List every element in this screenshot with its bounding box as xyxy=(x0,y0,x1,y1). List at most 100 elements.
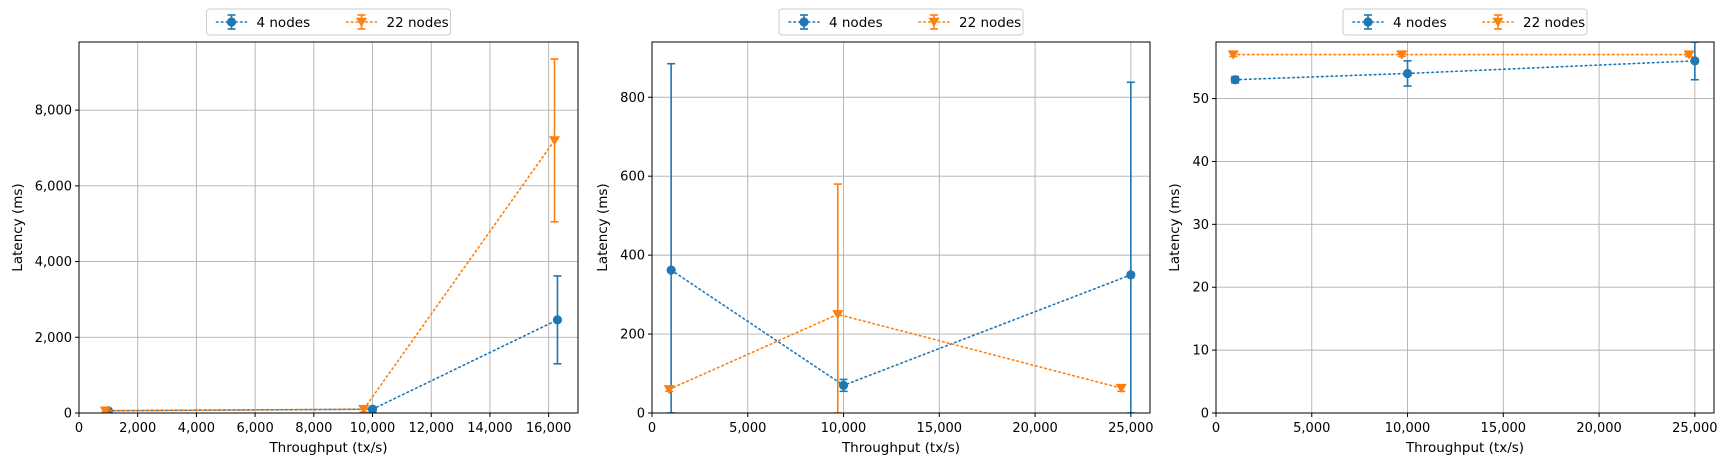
y-tick-label: 40 xyxy=(1192,155,1209,170)
legend-marker xyxy=(1492,17,1504,28)
x-tick-label: 10,000 xyxy=(1385,421,1431,436)
data-point xyxy=(1402,68,1413,79)
legend-label: 4 nodes xyxy=(829,15,883,31)
x-tick-label: 0 xyxy=(1212,421,1220,436)
x-tick-label: 25,000 xyxy=(1672,421,1718,436)
series-line xyxy=(1234,60,1696,81)
series-line xyxy=(668,313,1123,391)
legend-marker xyxy=(799,17,809,27)
data-point xyxy=(548,136,561,146)
legend-label: 22 nodes xyxy=(387,15,449,31)
plot-frame xyxy=(1215,41,1715,414)
data-point xyxy=(1690,56,1700,66)
data-point xyxy=(1126,270,1136,280)
y-axis-label: Latency (ms) xyxy=(10,183,26,271)
x-axis-label: Throughput (tx/s) xyxy=(841,440,960,456)
data-point xyxy=(1227,50,1239,60)
data-point xyxy=(1396,50,1408,60)
x-tick-label: 20,000 xyxy=(1012,421,1058,436)
data-point xyxy=(666,265,676,275)
plot-frame xyxy=(651,41,1151,414)
series-22-nodes xyxy=(99,58,561,413)
x-tick-label: 20,000 xyxy=(1576,421,1622,436)
legend-entry-22-nodes: 22 nodes xyxy=(1482,14,1585,31)
data-point xyxy=(1115,383,1127,394)
x-tick-label: 6,000 xyxy=(237,421,274,436)
plot-area xyxy=(663,62,1136,413)
x-tick-label: 25,000 xyxy=(1108,421,1154,436)
y-tick-label: 8,000 xyxy=(35,104,72,119)
legend-box xyxy=(1342,8,1588,36)
x-axis-label: Throughput (tx/s) xyxy=(1405,440,1524,456)
x-tick-label: 15,000 xyxy=(1481,421,1527,436)
y-tick-label: 0 xyxy=(64,407,72,422)
x-tick-label: 15,000 xyxy=(917,421,963,436)
legend-marker xyxy=(226,17,237,27)
legend-box xyxy=(778,8,1024,36)
x-tick-label: 10,000 xyxy=(350,421,396,436)
y-tick-label: 200 xyxy=(620,328,645,343)
x-tick-label: 5,000 xyxy=(1293,421,1330,436)
legend-marker xyxy=(928,17,940,28)
legend-box xyxy=(206,8,451,36)
data-point xyxy=(367,404,378,413)
chart-panel-2: 0 5,000 10,000 15,000 20,000 25,000 0 200 400 600… xyxy=(595,8,1154,456)
data-point xyxy=(832,310,844,320)
x-tick-label: 16,000 xyxy=(526,421,572,436)
y-tick-label: 800 xyxy=(620,91,645,106)
y-tick-label: 20 xyxy=(1192,281,1209,296)
y-tick-label: 2,000 xyxy=(35,331,72,346)
y-tick-label: 6,000 xyxy=(35,179,72,194)
data-point xyxy=(1230,75,1240,85)
y-tick-label: 30 xyxy=(1192,218,1209,233)
x-tick-label: 0 xyxy=(648,421,656,436)
legend-marker xyxy=(355,17,368,28)
x-tick-label: 2,000 xyxy=(119,421,156,436)
legend-marker xyxy=(1363,17,1373,27)
legend: 4 nodes 22 nodes xyxy=(1342,8,1588,36)
legend-label: 4 nodes xyxy=(1393,15,1447,31)
x-tick-label: 4,000 xyxy=(178,421,215,436)
x-tick-label: 10,000 xyxy=(821,421,867,436)
legend-label: 22 nodes xyxy=(1523,15,1585,31)
x-tick-label: 0 xyxy=(75,421,83,436)
chart-panel-3: 0 5,000 10,000 15,000 20,000 25,000 0 10 20 30 40 5… xyxy=(1167,8,1718,456)
data-point xyxy=(663,385,675,395)
series-4-nodes xyxy=(1230,42,1700,87)
legend: 4 nodes 22 nodes xyxy=(206,8,451,36)
plot-frame xyxy=(78,41,579,414)
legend-label: 4 nodes xyxy=(257,15,311,31)
series-22-nodes xyxy=(1227,50,1695,60)
series-line xyxy=(104,139,556,412)
y-axis-label: Latency (ms) xyxy=(595,183,611,271)
legend-entry-22-nodes: 22 nodes xyxy=(345,14,449,31)
legend-entry-4-nodes: 4 nodes xyxy=(215,14,311,31)
series-4-nodes xyxy=(666,62,1136,413)
data-point xyxy=(99,406,112,413)
series-4-nodes xyxy=(103,275,563,413)
data-point xyxy=(358,405,370,413)
legend-label: 22 nodes xyxy=(959,15,1021,31)
legend-entry-4-nodes: 4 nodes xyxy=(788,14,883,31)
x-tick-label: 8,000 xyxy=(295,421,332,436)
y-tick-label: 400 xyxy=(620,249,645,264)
x-tick-label: 12,000 xyxy=(408,421,454,436)
data-point xyxy=(552,315,563,325)
legend-entry-22-nodes: 22 nodes xyxy=(918,14,1021,31)
data-point xyxy=(838,380,849,390)
x-tick-label: 14,000 xyxy=(467,421,513,436)
y-tick-label: 0 xyxy=(637,407,645,422)
y-tick-label: 4,000 xyxy=(35,255,72,270)
y-tick-label: 50 xyxy=(1192,92,1209,107)
x-tick-label: 5,000 xyxy=(729,421,766,436)
chart-panel-1: 0 2,000 4,000 6,000 8,000 10,000 12,000 14,000 1… xyxy=(10,8,579,456)
series-line xyxy=(670,269,1132,387)
legend: 4 nodes 22 nodes xyxy=(778,8,1024,36)
plot-area xyxy=(99,58,563,413)
y-tick-label: 0 xyxy=(1201,407,1209,422)
y-axis-label: Latency (ms) xyxy=(1167,183,1183,271)
series-22-nodes xyxy=(663,183,1127,413)
y-tick-label: 10 xyxy=(1192,344,1209,359)
